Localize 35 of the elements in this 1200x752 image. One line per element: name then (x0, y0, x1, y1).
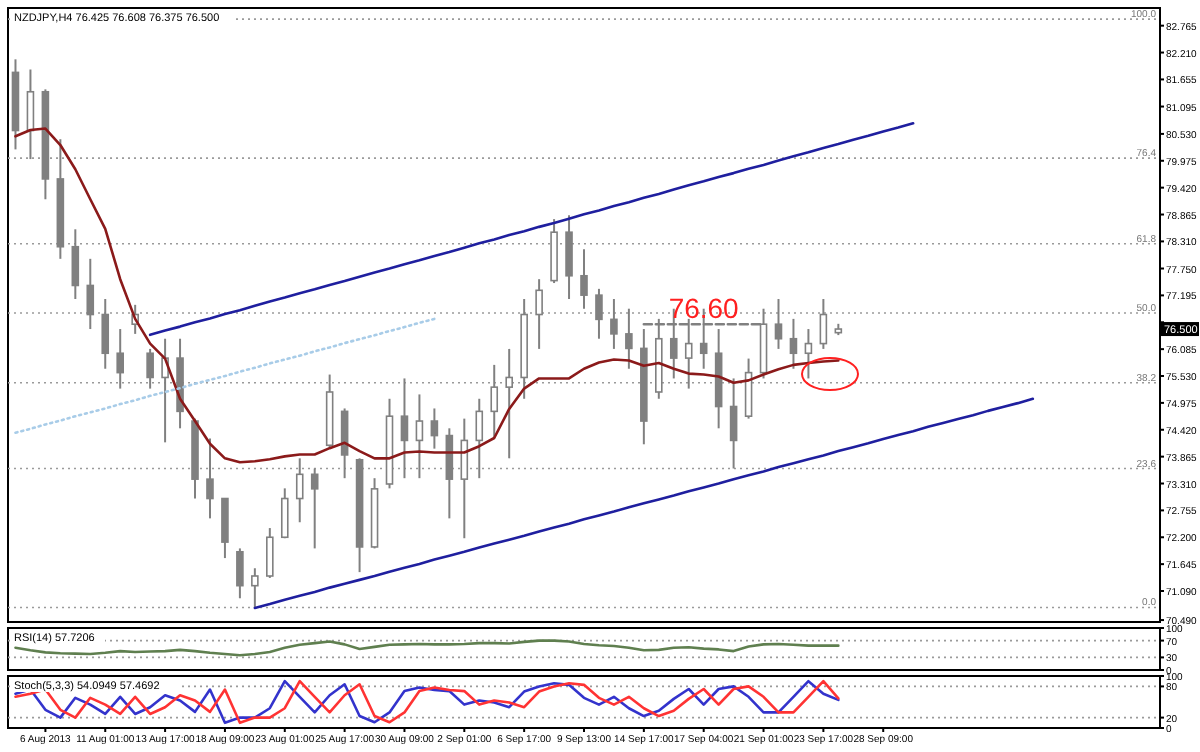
candlestick (774, 298, 783, 350)
candlestick (595, 287, 603, 340)
candlestick (221, 497, 229, 560)
candlestick (310, 467, 319, 550)
candlestick (789, 317, 798, 370)
candlestick (475, 397, 484, 480)
candlestick (86, 257, 95, 331)
candlestick (505, 347, 513, 460)
candlestick (295, 457, 304, 524)
line-series (148, 121, 915, 337)
candlestick (819, 298, 828, 350)
candlestick (101, 298, 110, 370)
line-series (253, 397, 1035, 610)
candlestick (804, 328, 813, 380)
candlestick (430, 407, 439, 450)
candlestick (580, 248, 588, 310)
candlestick (415, 393, 424, 480)
series-label: 76.60 (668, 292, 740, 325)
candlestick (251, 567, 259, 609)
line-series (14, 679, 840, 725)
candlestick (116, 328, 125, 390)
candlestick (400, 377, 409, 480)
candlestick (236, 547, 244, 600)
candlestick (625, 307, 633, 370)
candlestick (565, 214, 573, 301)
candlestick (280, 487, 289, 540)
candlestick (146, 347, 154, 390)
line-series (14, 317, 436, 434)
candlestick (266, 527, 274, 579)
candlestick (729, 377, 738, 470)
candlestick (535, 278, 543, 350)
candlestick (610, 298, 618, 350)
candlestick (71, 228, 80, 301)
candlestick (206, 437, 214, 520)
candlestick (490, 363, 499, 440)
